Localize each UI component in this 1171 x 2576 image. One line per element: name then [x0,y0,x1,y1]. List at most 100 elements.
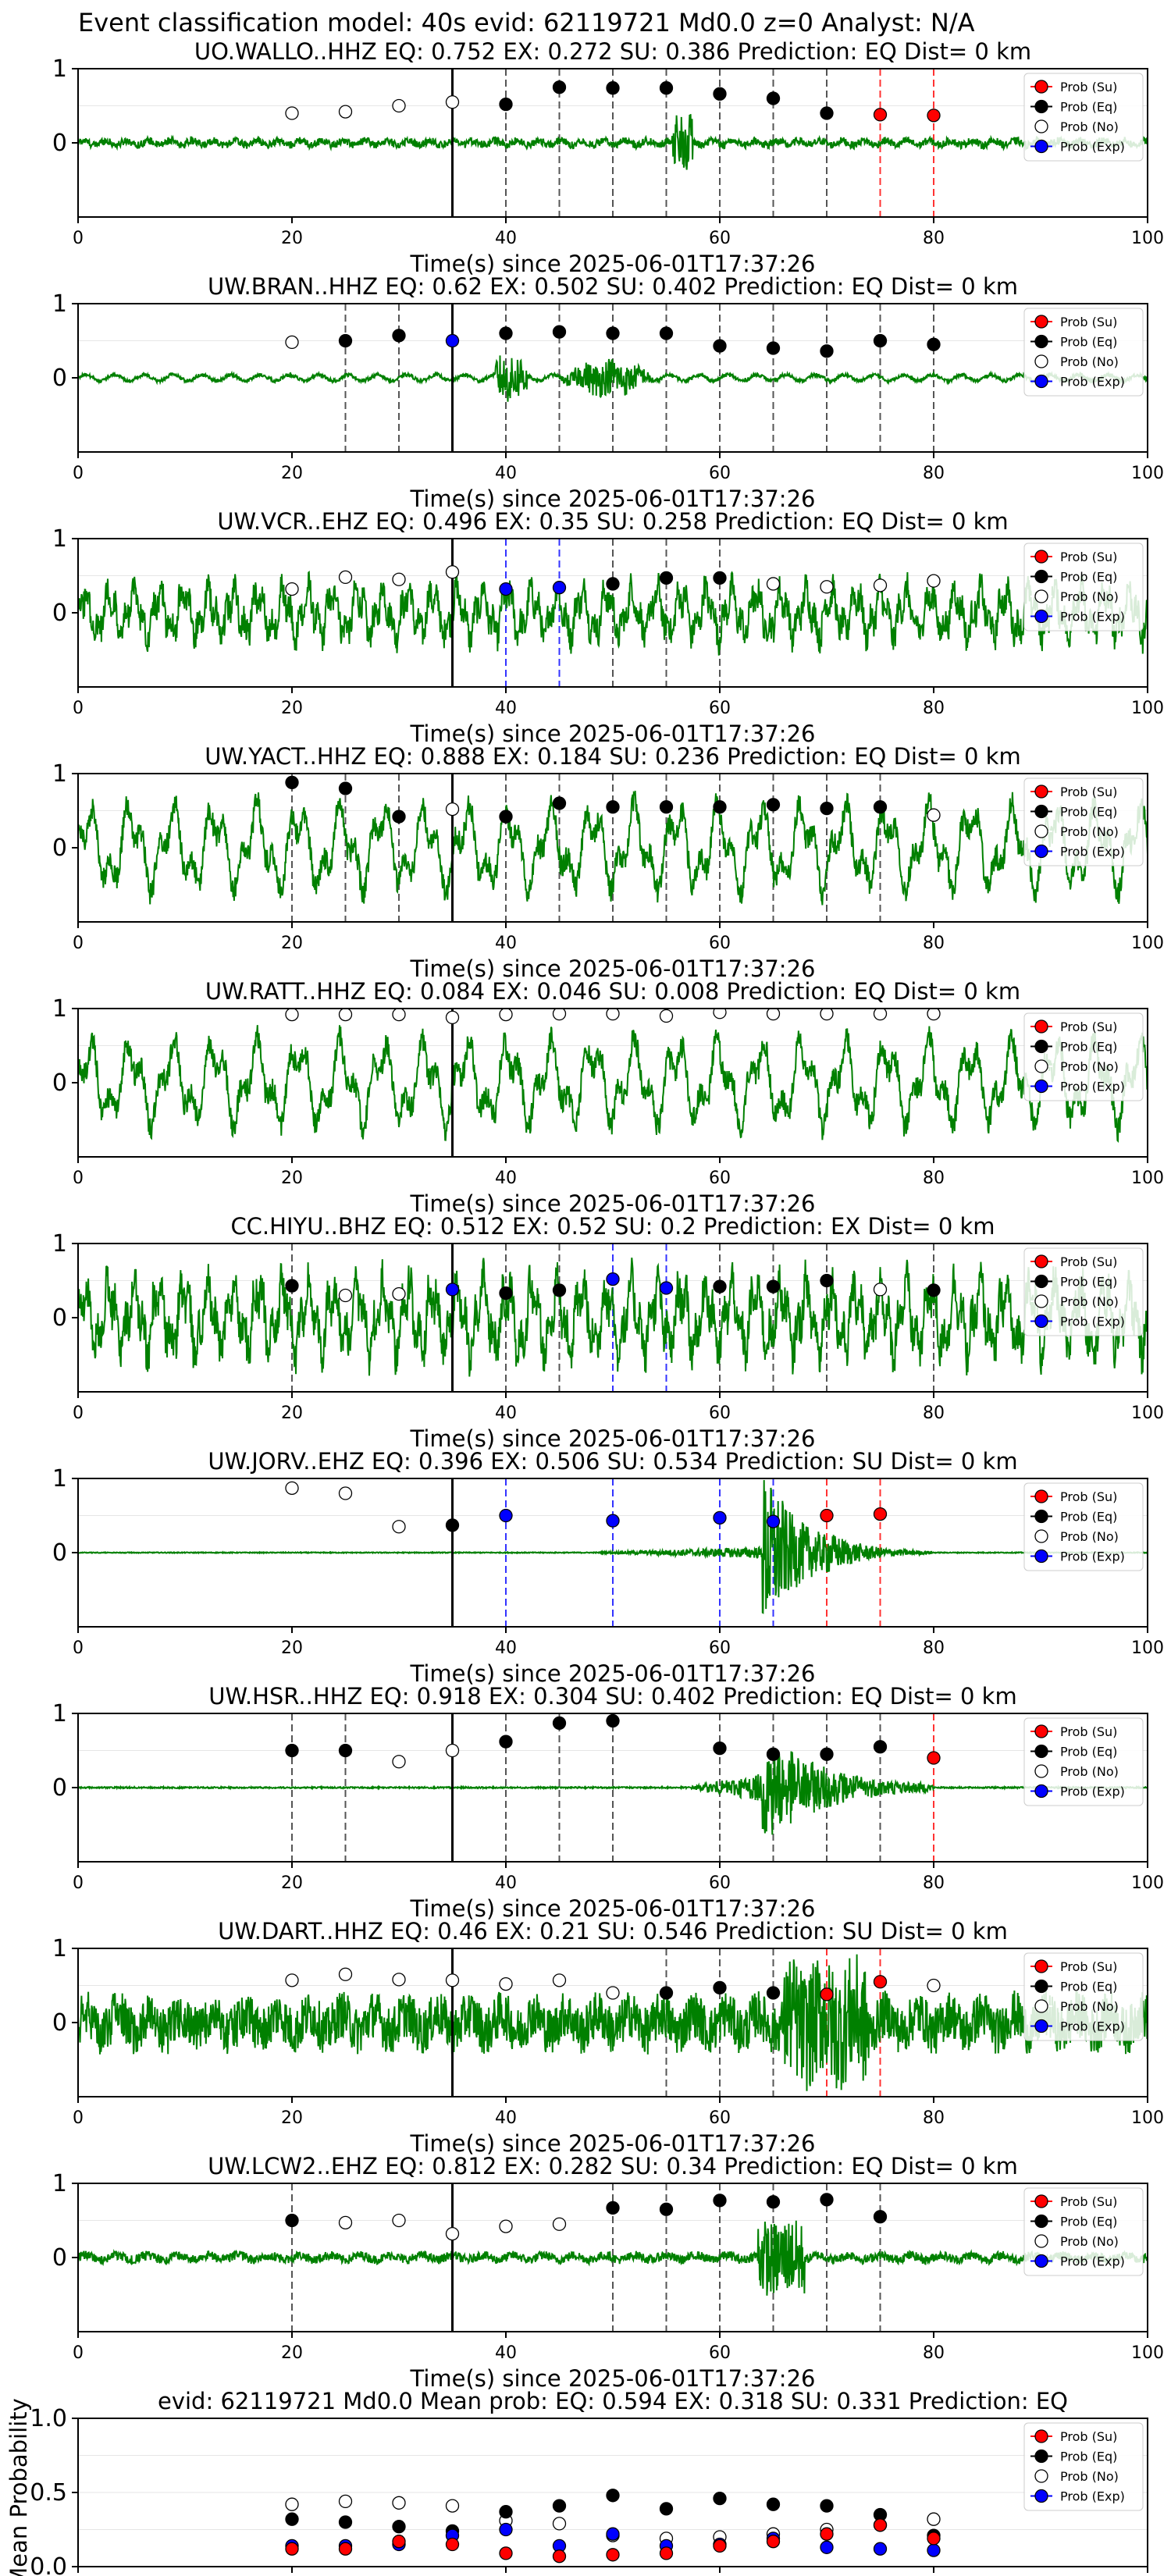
x-tick-label: 80 [923,2108,945,2128]
prob-point-eq [606,577,620,591]
mean-prob-point-su [445,2537,460,2552]
legend-marker-exp [1034,609,1048,624]
x-tick-label: 20 [281,2108,303,2128]
x-tick-label: 60 [709,1873,731,1893]
x-tick-label: 80 [923,1169,945,1188]
x-tick-label: 100 [1131,1873,1164,1893]
mean-prob-point-no [285,2497,299,2511]
prob-point-eq [392,809,406,824]
mean-prob-point-exp [927,2543,941,2557]
chart-title: UO.WALLO..HHZ EQ: 0.752 EX: 0.272 SU: 0.… [194,38,1031,65]
legend-marker-eq [1034,334,1048,349]
plot-area [78,774,1148,922]
legend-marker-eq [1034,2449,1048,2464]
legend-marker-su [1034,550,1048,564]
x-tick-label: 20 [281,229,303,248]
legend-label: Prob (Exp) [1060,1080,1125,1094]
legend-box [1023,1482,1144,1571]
prob-point-no [338,1288,353,1303]
mean-prob-point-su [392,2535,406,2549]
x-tick-label: 0 [73,464,84,483]
mean-prob-point-su [499,2546,513,2560]
plot-frame [77,1008,1148,1158]
prob-point-eq [445,1518,460,1532]
mean-prob-point-eq [713,2491,727,2506]
legend-marker-exp [1034,2019,1048,2033]
legend-label: Prob (No) [1060,1529,1119,1544]
legend-label: Prob (Exp) [1060,610,1125,624]
x-tick-label: 80 [923,1404,945,1423]
legend-marker-eq [1034,1744,1048,1759]
prob-point-eq [659,571,674,585]
y-tick-label: 0 [52,600,67,627]
y-tick-label: 0 [52,2244,67,2272]
prob-point-eq [606,81,620,95]
legend-marker-no [1034,1529,1048,1543]
chart-title: UW.RATT..HHZ EQ: 0.084 EX: 0.046 SU: 0.0… [205,978,1020,1005]
mean-prob-point-su [338,2542,353,2556]
seismic-trace [78,355,1148,402]
legend-marker-su [1034,1489,1048,1503]
legend-marker-eq [1034,99,1048,114]
x-tick-label: 0 [73,229,84,248]
prob-point-eq [338,1743,353,1758]
x-tick-label: 100 [1131,1638,1164,1658]
chart-panel-5: CC.HIYU..BHZ EQ: 0.512 EX: 0.52 SU: 0.2 … [52,1213,1164,1452]
prob-point-eq [766,91,781,105]
x-tick-label: 20 [281,699,303,718]
mean-prob-point-eq [499,2505,513,2519]
legend-box [1023,1247,1144,1336]
prob-point-eq [820,1273,834,1288]
legend: Prob (Su) Prob (Eq) Prob (No) Prob (Exp) [1023,543,1144,632]
prob-point-no [285,582,299,596]
legend-label: Prob (No) [1060,1294,1119,1309]
chart-title: UW.LCW2..EHZ EQ: 0.812 EX: 0.282 SU: 0.3… [208,2153,1018,2179]
prob-point-no [873,578,888,592]
x-tick-label: 20 [281,464,303,483]
legend-marker-eq [1034,569,1048,584]
prob-point-no [392,98,406,113]
prob-point-eq [499,97,513,112]
x-tick-label: 100 [1131,699,1164,718]
y-tick-label: 0 [52,365,67,392]
plot-area [78,2183,1148,2332]
prob-point-eq [499,809,513,824]
x-tick-label: 40 [495,1873,517,1893]
legend-marker-no [1034,589,1048,603]
chart-panel-1: UW.BRAN..HHZ EQ: 0.62 EX: 0.502 SU: 0.40… [52,273,1164,512]
prob-point-no [392,1973,406,1987]
prob-point-no [927,1978,941,1993]
legend-label: Prob (Su) [1060,2194,1117,2209]
prob-point-exp [606,1272,620,1286]
legend-box [1023,2422,1144,2511]
prob-point-eq [285,1743,299,1758]
legend-label: Prob (No) [1060,354,1119,369]
legend-marker-su [1034,1724,1048,1738]
legend-label: Prob (Eq) [1060,100,1117,115]
legend-marker-su [1034,80,1048,94]
y-tick-label: 0 [52,1069,67,1097]
legend-box [1023,73,1144,162]
x-axis-label: Time(s) since 2025-06-01T17:37:26 [410,251,816,277]
prob-point-no [552,1009,567,1021]
legend-box [1023,2187,1144,2276]
legend: Prob (Su) Prob (Eq) Prob (No) Prob (Exp) [1023,73,1144,162]
x-axis-label: Time(s) since 2025-06-01T17:37:26 [410,955,816,982]
prob-point-eq [338,781,353,795]
mean-prob-point-eq [659,2502,674,2516]
prob-point-eq [766,341,781,355]
prob-point-eq [766,798,781,812]
prob-point-exp [606,1514,620,1528]
legend-marker-exp [1034,374,1048,389]
x-tick-label: 60 [709,1638,731,1658]
legend-label: Prob (Eq) [1060,2215,1117,2229]
legend-label: Prob (Eq) [1060,570,1117,585]
seismic-trace [78,1258,1148,1377]
y-tick-label: 1 [52,995,67,1023]
legend-label: Prob (No) [1060,1999,1119,2014]
legend-marker-exp [1034,1314,1048,1329]
prob-point-no [552,1973,567,1987]
mean-prob-point-no [392,2496,406,2510]
legend-label: Prob (Eq) [1060,805,1117,820]
legend-marker-exp [1034,1549,1048,1564]
